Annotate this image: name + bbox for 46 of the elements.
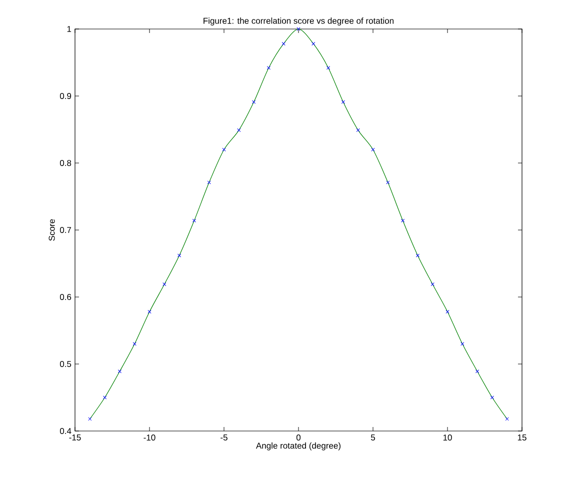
- line-series: [90, 28, 508, 420]
- point: [476, 370, 480, 374]
- x-tick-label: 15: [518, 434, 526, 440]
- point: [446, 310, 450, 314]
- point: [178, 254, 182, 258]
- point: [88, 417, 92, 421]
- x-tick-label: -5: [220, 434, 228, 440]
- point: [132, 342, 136, 346]
- y-tick-label: 0.4: [60, 428, 72, 434]
- point: [222, 148, 226, 152]
- x-tick-label: 5: [370, 434, 376, 440]
- point: [356, 128, 360, 132]
- point: [505, 417, 509, 421]
- x-tick-label: 0: [296, 434, 301, 441]
- point: [371, 148, 375, 152]
- y-tick-label: 0.8: [60, 160, 72, 166]
- point: [237, 128, 241, 132]
- y-tick-label: 0.6: [60, 294, 72, 300]
- point: [416, 254, 420, 258]
- point: [490, 396, 494, 400]
- y-tick-label: 1: [67, 26, 72, 32]
- point: [282, 42, 286, 46]
- x-tick-label: -15: [69, 434, 81, 440]
- point: [386, 180, 390, 184]
- y-tick-label: 0.9: [60, 92, 72, 99]
- point: [430, 282, 434, 286]
- point: [266, 66, 271, 70]
- x-tick-label: 10: [443, 434, 452, 441]
- y-axis-title: Score: [48, 219, 55, 241]
- point: [312, 42, 316, 46]
- point: [252, 100, 256, 104]
- point: [192, 218, 196, 222]
- point: [460, 342, 464, 346]
- point: [207, 180, 211, 184]
- point: [326, 66, 330, 70]
- chart-title: Figure1: the correlation score vs degree of rotation: [204, 18, 394, 26]
- point: [341, 100, 346, 104]
- y-tick-label: 0.5: [60, 361, 72, 368]
- point: [400, 218, 405, 222]
- point: [118, 370, 122, 374]
- point: [162, 282, 166, 286]
- point: [102, 396, 107, 400]
- x-axis-title: Angle rotated (degree): [256, 442, 340, 450]
- point: [148, 310, 152, 314]
- x-tick-label: -10: [144, 434, 156, 441]
- y-tick-label: 0.7: [60, 226, 72, 234]
